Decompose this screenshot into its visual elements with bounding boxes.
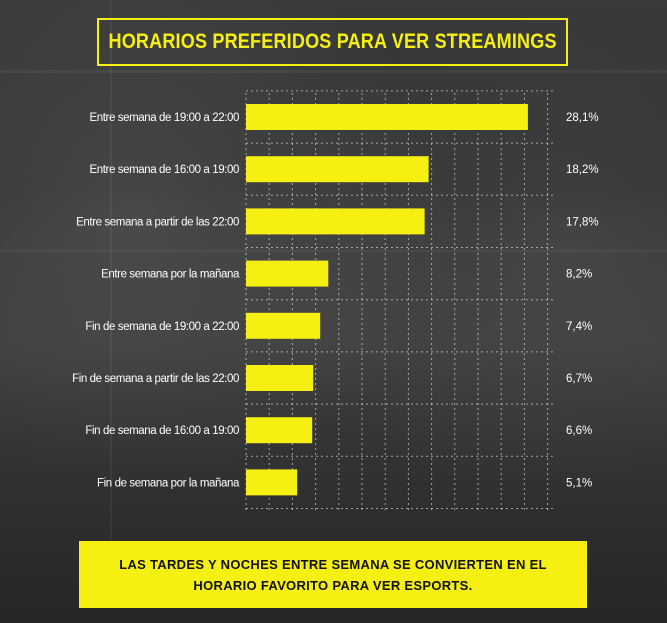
chart-title: HORARIOS PREFERIDOS PARA VER STREAMINGS bbox=[108, 30, 557, 53]
category-label: Entre semana de 19:00 a 22:00 bbox=[89, 112, 239, 124]
bar bbox=[246, 104, 528, 130]
chart-labels: Entre semana de 19:00 a 22:00 28,1% Entre … bbox=[72, 112, 599, 489]
conclusion-text: LAS TARDES Y NOCHES ENTRE SEMANA SE CONV… bbox=[119, 556, 547, 593]
bar bbox=[246, 469, 298, 496]
value-label: 6,7% bbox=[566, 373, 592, 385]
category-label: Entre semana por la mañana bbox=[101, 269, 240, 281]
category-label: Entre semana a partir de las 22:00 bbox=[76, 216, 239, 228]
bar bbox=[246, 417, 313, 444]
conclusion-box: LAS TARDES Y NOCHES ENTRE SEMANA SE CONV… bbox=[79, 541, 587, 608]
value-label: 18,2% bbox=[566, 164, 599, 176]
chart-bars bbox=[246, 104, 528, 496]
chart-grid bbox=[245, 90, 555, 512]
bar bbox=[246, 312, 321, 339]
category-label: Fin de semana a partir de las 22:00 bbox=[72, 373, 239, 385]
value-label: 6,6% bbox=[566, 425, 592, 437]
bar bbox=[246, 365, 314, 391]
bar bbox=[246, 156, 429, 183]
category-label: Fin de semana de 19:00 a 22:00 bbox=[85, 321, 239, 333]
category-label: Fin de semana por la mañana bbox=[97, 477, 240, 489]
bar bbox=[246, 260, 329, 287]
value-label: 28,1% bbox=[566, 112, 599, 124]
category-label: Entre semana de 16:00 a 19:00 bbox=[89, 164, 239, 176]
value-label: 5,1% bbox=[566, 477, 592, 489]
bar bbox=[246, 208, 425, 235]
category-label: Fin de semana de 16:00 a 19:00 bbox=[85, 425, 239, 437]
chart-title-box: HORARIOS PREFERIDOS PARA VER STREAMINGS bbox=[97, 18, 568, 66]
value-label: 7,4% bbox=[566, 321, 592, 333]
value-label: 17,8% bbox=[566, 216, 599, 228]
value-label: 8,2% bbox=[566, 269, 592, 281]
